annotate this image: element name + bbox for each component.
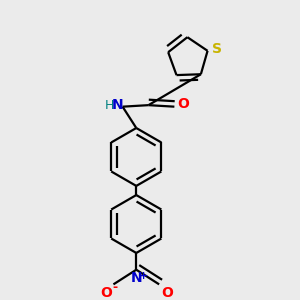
Text: O: O xyxy=(177,97,189,111)
Text: N: N xyxy=(130,271,142,285)
Text: -: - xyxy=(112,281,118,294)
Text: O: O xyxy=(162,286,174,300)
Text: N: N xyxy=(111,98,123,112)
Text: +: + xyxy=(139,271,148,281)
Text: H: H xyxy=(105,99,115,112)
Text: O: O xyxy=(100,286,112,300)
Text: S: S xyxy=(212,42,222,56)
